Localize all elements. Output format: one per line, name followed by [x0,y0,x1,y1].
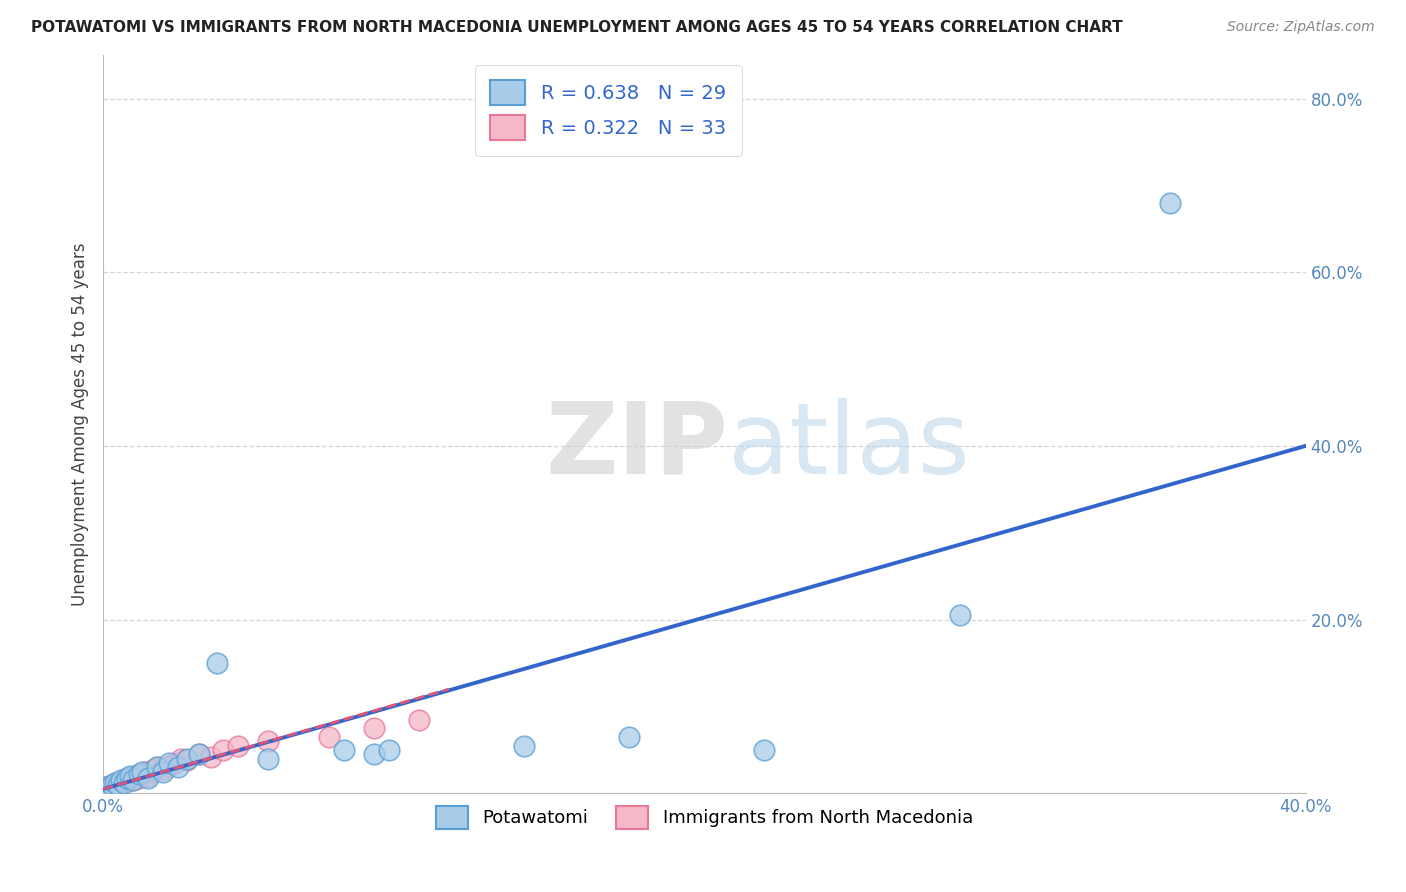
Point [125,769,148,783]
Point [131,764,153,779]
Text: atlas: atlas [728,398,970,495]
Point [120,769,142,783]
Point [176,751,198,765]
Point [98,780,121,794]
Point [98,780,121,794]
Point [188,747,211,762]
Point [104,778,127,792]
Point [107,778,129,792]
Point [146,760,169,774]
Point [363,721,385,735]
Point [104,776,127,790]
Point [101,780,124,794]
Point [257,751,280,765]
Point [115,772,138,787]
Point [152,764,174,779]
Point [128,767,150,781]
Point [617,730,640,744]
Point [94,782,117,797]
Point [101,778,124,792]
Point [136,771,159,785]
Point [115,771,138,785]
Point [146,760,169,774]
Point [212,743,235,757]
Point [176,753,198,767]
Point [363,747,385,762]
Point [157,758,180,772]
Point [318,730,340,744]
Text: ZIP: ZIP [546,398,728,495]
Point [110,776,132,790]
Point [143,762,166,776]
Legend: Potawatomi, Immigrants from North Macedonia: Potawatomi, Immigrants from North Macedo… [429,798,980,836]
Point [120,771,142,785]
Point [122,773,145,788]
Point [112,773,135,788]
Point [949,608,972,623]
Point [408,713,430,727]
Point [152,762,174,776]
Point [513,739,536,753]
Point [131,767,153,781]
Text: Source: ZipAtlas.com: Source: ZipAtlas.com [1227,20,1375,34]
Point [332,743,354,757]
Point [134,764,156,779]
Point [228,739,250,753]
Point [188,747,211,762]
Point [112,774,135,789]
Point [165,756,187,770]
Point [1159,195,1181,210]
Point [128,771,150,785]
Point [110,773,132,788]
Point [257,734,280,748]
Point [170,751,193,765]
Point [377,743,399,757]
Point [141,764,163,779]
Text: POTAWATOMI VS IMMIGRANTS FROM NORTH MACEDONIA UNEMPLOYMENT AMONG AGES 45 TO 54 Y: POTAWATOMI VS IMMIGRANTS FROM NORTH MACE… [31,20,1122,35]
Point [122,773,145,788]
Point [200,750,222,764]
Point [104,776,127,790]
Point [167,760,190,774]
Point [157,756,180,770]
Point [112,776,135,790]
Point [94,782,117,797]
Y-axis label: Unemployment Among Ages 45 to 54 years: Unemployment Among Ages 45 to 54 years [72,243,89,606]
Point [136,769,159,783]
Point [754,743,776,757]
Point [107,778,129,792]
Point [207,656,229,670]
